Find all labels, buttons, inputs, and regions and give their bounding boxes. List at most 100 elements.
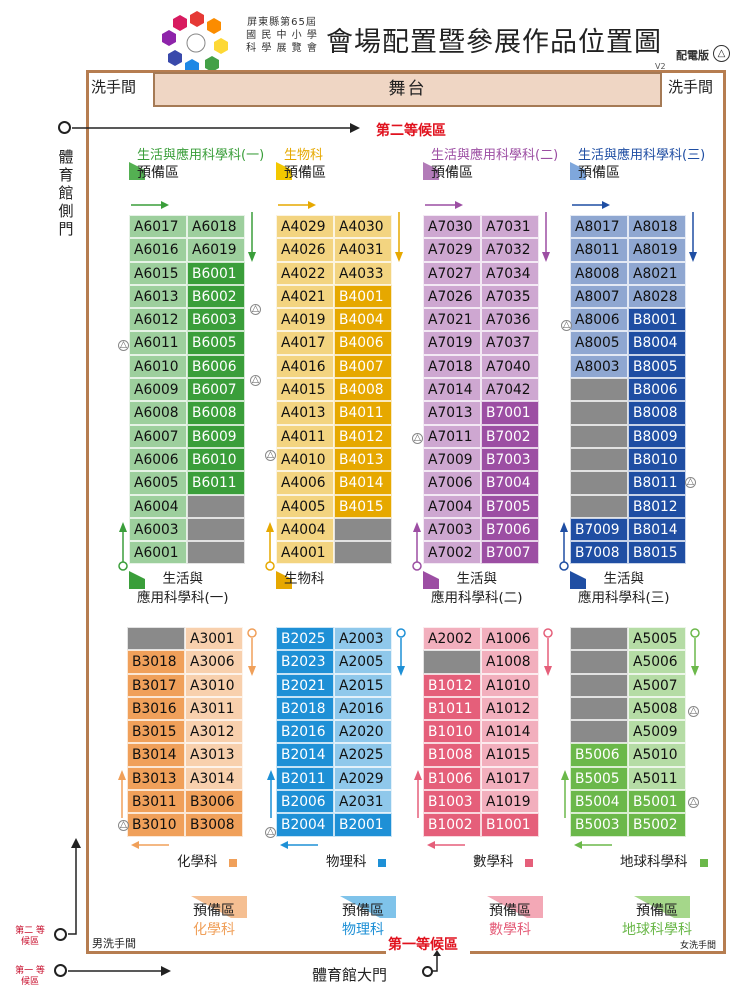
booth-cell: A5006 bbox=[628, 650, 686, 674]
zone-legend-label: 數學科 bbox=[473, 854, 514, 870]
prep-area-flag bbox=[191, 896, 247, 918]
booth-cell: B1008 bbox=[423, 743, 481, 767]
flow-arrow bbox=[425, 201, 463, 209]
booth-cell: A4019 bbox=[276, 308, 334, 332]
booth-cell: A5007 bbox=[628, 673, 686, 697]
flow-arrow bbox=[267, 770, 275, 818]
booth-cell: B7006 bbox=[481, 517, 539, 542]
booth-cell: B8008 bbox=[628, 401, 686, 425]
flow-arrow bbox=[118, 522, 128, 571]
booth-cell: B7004 bbox=[481, 471, 539, 495]
booth-cell: A2031 bbox=[334, 790, 392, 814]
booth-cell: B8005 bbox=[628, 354, 686, 379]
zone-legend-label: 生活與 應用科學科(二) bbox=[431, 571, 523, 606]
triangle-outlet-icon: △ bbox=[688, 797, 699, 808]
booth-cell: A7011 bbox=[423, 424, 481, 448]
booth-cell bbox=[570, 471, 628, 495]
second-waiting-label: 第二等候區 bbox=[376, 123, 446, 139]
booth-cell: A3010 bbox=[185, 673, 243, 697]
zone-legend-label: 地球科學科 bbox=[620, 854, 688, 870]
booth-cell: A2003 bbox=[334, 627, 392, 651]
booth-cell: A8021 bbox=[628, 261, 686, 285]
second-waiting-left-arrow bbox=[68, 838, 81, 935]
booth-cell bbox=[423, 650, 481, 674]
stage: 舞台 bbox=[153, 72, 662, 107]
booth-cell: B8001 bbox=[628, 308, 686, 332]
booth-cell: A4021 bbox=[276, 284, 334, 309]
zone-title: 生活與應用科學科(三) bbox=[578, 148, 706, 163]
booth-cell: A6013 bbox=[129, 284, 187, 309]
booth-column: A6018 A6019 B6001 B6002 B6003 B6005 B6006 B6007… bbox=[187, 215, 245, 565]
booth-cell: B8015 bbox=[628, 541, 686, 565]
booth-cell: A6015 bbox=[129, 261, 187, 285]
booth-cell: A6010 bbox=[129, 354, 187, 379]
booth-cell: B1010 bbox=[423, 720, 481, 744]
booth-cell: A7036 bbox=[481, 308, 539, 332]
booth-cell: B8011 bbox=[628, 471, 686, 495]
bottom-wall-left bbox=[86, 951, 386, 954]
legend-swatch bbox=[378, 859, 386, 867]
prep-area-label: 預備區 bbox=[578, 165, 620, 181]
triangle-outlet-icon: △ bbox=[118, 340, 129, 351]
booth-cell bbox=[187, 517, 245, 542]
booth-cell: B7003 bbox=[481, 447, 539, 472]
first-waiting-label: 第一等候區 bbox=[388, 937, 458, 953]
booth-cell: A7040 bbox=[481, 354, 539, 379]
booth-cell bbox=[570, 401, 628, 425]
booth-cell: A5010 bbox=[628, 743, 686, 767]
booth-cell: A6003 bbox=[129, 517, 187, 542]
triangle-outlet-icon: △ bbox=[688, 706, 699, 717]
booth-cell: A8019 bbox=[628, 238, 686, 262]
power-version-label: 配電版 bbox=[676, 49, 709, 62]
prep-area-subject: 數學科 bbox=[489, 922, 531, 938]
booth-cell bbox=[570, 494, 628, 518]
booth-cell: A4016 bbox=[276, 354, 334, 379]
second-waiting-dot bbox=[58, 121, 71, 134]
booth-cell: A4033 bbox=[334, 261, 392, 285]
booth-cell: A4006 bbox=[276, 471, 334, 495]
booth-cell: A6019 bbox=[187, 238, 245, 262]
booth-cell bbox=[127, 627, 185, 651]
booth-cell: B4007 bbox=[334, 354, 392, 379]
booth-cell: A4031 bbox=[334, 238, 392, 262]
booth-cell: B7002 bbox=[481, 424, 539, 448]
second-waiting-small-label: 第二 等候區 bbox=[15, 926, 45, 947]
prep-area-label: 預備區 bbox=[342, 903, 384, 919]
fair-name: 屏東縣第65屆 國 民 中 小 學 科 學 展 覽 會 bbox=[234, 16, 330, 55]
first-waiting-dot bbox=[54, 964, 67, 977]
booth-cell: A7004 bbox=[423, 494, 481, 518]
zone-legend-label: 生物科 bbox=[284, 571, 325, 587]
zone-legend-label: 生活與 應用科學科(一) bbox=[137, 571, 229, 606]
booth-cell: B4012 bbox=[334, 424, 392, 448]
booth-column: B2025 B2023 B2021 B2018 B2016 B2014 B2011 B2006… bbox=[276, 627, 334, 837]
booth-cell bbox=[187, 494, 245, 518]
legend-swatch bbox=[700, 859, 708, 867]
booth-cell: A4015 bbox=[276, 378, 334, 402]
booth-cell: A4011 bbox=[276, 424, 334, 448]
booth-cell: A7032 bbox=[481, 238, 539, 262]
legend-swatch bbox=[570, 571, 586, 589]
prep-area-label: 預備區 bbox=[137, 165, 179, 181]
prep-area-label: 預備區 bbox=[636, 903, 678, 919]
booth-cell: A5005 bbox=[628, 627, 686, 651]
booth-cell: B2011 bbox=[276, 766, 334, 791]
restroom-top-right: 洗手間 bbox=[668, 78, 714, 96]
prep-area-label: 預備區 bbox=[431, 165, 473, 181]
booth-cell bbox=[570, 447, 628, 472]
booth-cell: A7029 bbox=[423, 238, 481, 262]
booth-cell: A6016 bbox=[129, 238, 187, 262]
triangle-outlet-icon: △ bbox=[685, 477, 696, 488]
booth-cell: B8004 bbox=[628, 331, 686, 355]
booth-cell: B2023 bbox=[276, 650, 334, 674]
booth-cell bbox=[570, 650, 628, 674]
booth-cell: A8003 bbox=[570, 354, 628, 379]
booth-cell: A4010 bbox=[276, 447, 334, 472]
booth-cell: B7009 bbox=[570, 517, 628, 542]
flow-arrow bbox=[427, 841, 465, 849]
prep-area-subject: 物理科 bbox=[342, 922, 384, 938]
booth-cell: B6001 bbox=[187, 261, 245, 285]
booth-cell: A5011 bbox=[628, 766, 686, 791]
venue-outline bbox=[86, 70, 726, 954]
booth-cell: A7027 bbox=[423, 261, 481, 285]
booth-cell: A2002 bbox=[423, 627, 481, 651]
